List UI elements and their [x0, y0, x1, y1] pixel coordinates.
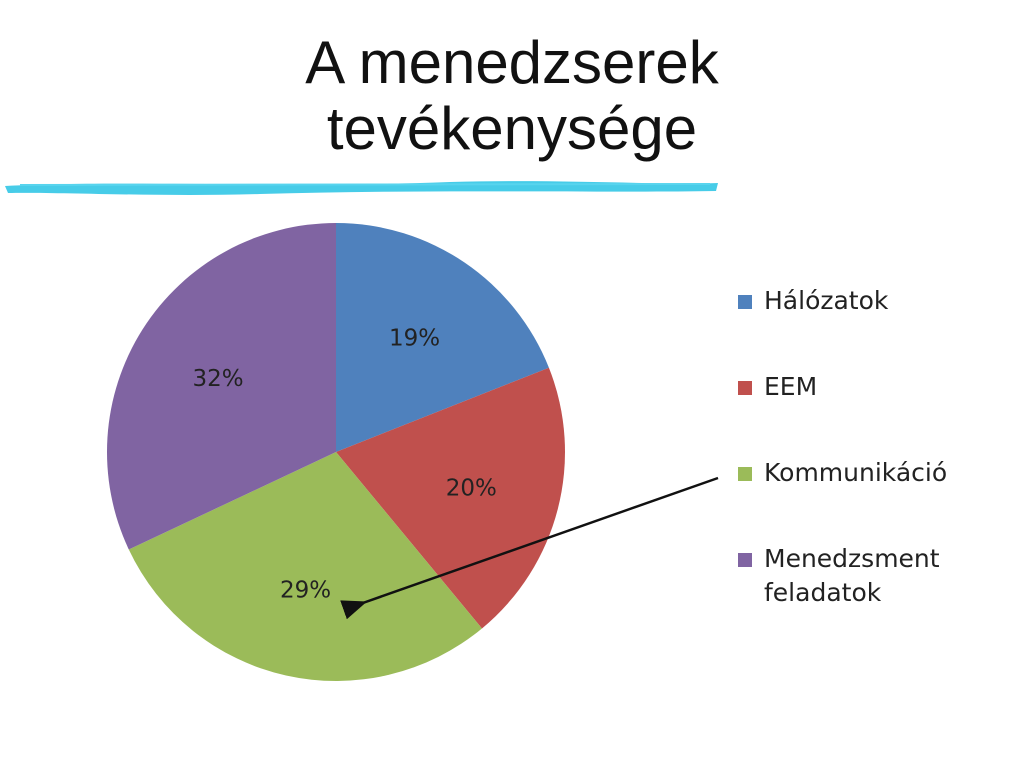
legend-item-menedzsment-feladatok: Menedzsment feladatok — [738, 542, 1008, 610]
slide-title: A menedzserek tevékenysége — [0, 30, 1024, 162]
legend-item-kommunikacio: Kommunikáció — [738, 456, 1008, 542]
pie-slice-2 — [336, 367, 565, 629]
legend-label: Kommunikáció — [764, 458, 948, 487]
title-line-1: A menedzserek — [305, 29, 719, 96]
legend-swatch — [738, 467, 752, 481]
legend-label: Menedzsment feladatok — [764, 544, 940, 607]
pie-slice-4 — [106, 223, 337, 550]
data-label-2: 20% — [446, 476, 497, 502]
legend-swatch — [738, 295, 752, 309]
legend-label: Hálózatok — [764, 286, 889, 315]
pie-slice-3 — [128, 452, 482, 682]
chart-legend: Hálózatok EEM Kommunikáció Menedzsment f… — [738, 284, 1008, 610]
pie-slice-1 — [336, 223, 549, 452]
legend-item-halozatok: Hálózatok — [738, 284, 1008, 370]
annotation-arrow — [340, 476, 719, 620]
data-label-3: 29% — [280, 577, 331, 603]
legend-label: EEM — [764, 372, 818, 401]
legend-item-eem: EEM — [738, 370, 1008, 456]
data-label-4: 32% — [192, 366, 243, 392]
pie-slices — [106, 223, 565, 682]
title-line-2: tevékenysége — [326, 95, 698, 162]
title-underline — [5, 181, 718, 195]
data-label-1: 19% — [389, 325, 440, 351]
pie-data-labels: 19% 20% 29% 32% — [192, 325, 496, 603]
legend-swatch — [738, 553, 752, 567]
legend-swatch — [738, 381, 752, 395]
underline-stroke-thin — [19, 183, 711, 186]
